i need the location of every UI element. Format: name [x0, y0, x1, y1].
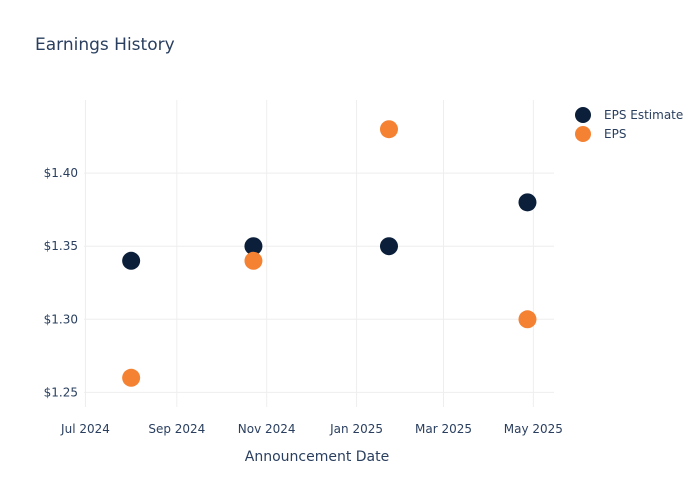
eps-estimate-point[interactable]: [379, 237, 398, 256]
grid-layer: [84, 100, 554, 407]
eps-estimate-point[interactable]: [244, 237, 263, 256]
tick-layer: Jul 2024 Sep 2024 Nov 2024 Jan 2025 Mar 2025…: [44, 166, 563, 436]
legend[interactable]: EPS Estimate EPS: [575, 107, 683, 142]
eps-point[interactable]: [518, 310, 537, 329]
legend-label-1: EPS: [604, 127, 626, 141]
x-tick-label: May 2025: [504, 422, 563, 436]
chart-title: Earnings History: [35, 35, 175, 55]
legend-marker-1: [575, 126, 591, 142]
eps-estimate-point[interactable]: [518, 193, 537, 212]
points-layer: [122, 120, 537, 387]
legend-label-0: EPS Estimate: [604, 108, 683, 122]
eps-point[interactable]: [379, 120, 398, 139]
x-tick-label: Sep 2024: [148, 422, 205, 436]
x-tick-label: Jul 2024: [60, 422, 110, 436]
y-tick-label: $1.40: [44, 166, 78, 180]
eps-estimate-point[interactable]: [122, 251, 141, 270]
y-tick-label: $1.30: [44, 312, 78, 326]
y-tick-label: $1.25: [44, 385, 78, 399]
eps-point[interactable]: [122, 368, 141, 387]
x-tick-label: Mar 2025: [415, 422, 472, 436]
x-tick-label: Jan 2025: [329, 422, 383, 436]
x-axis-title: Announcement Date: [245, 449, 389, 465]
y-tick-label: $1.35: [44, 239, 78, 253]
eps-point[interactable]: [244, 251, 263, 270]
legend-marker-0: [575, 107, 591, 123]
x-tick-label: Nov 2024: [238, 422, 296, 436]
